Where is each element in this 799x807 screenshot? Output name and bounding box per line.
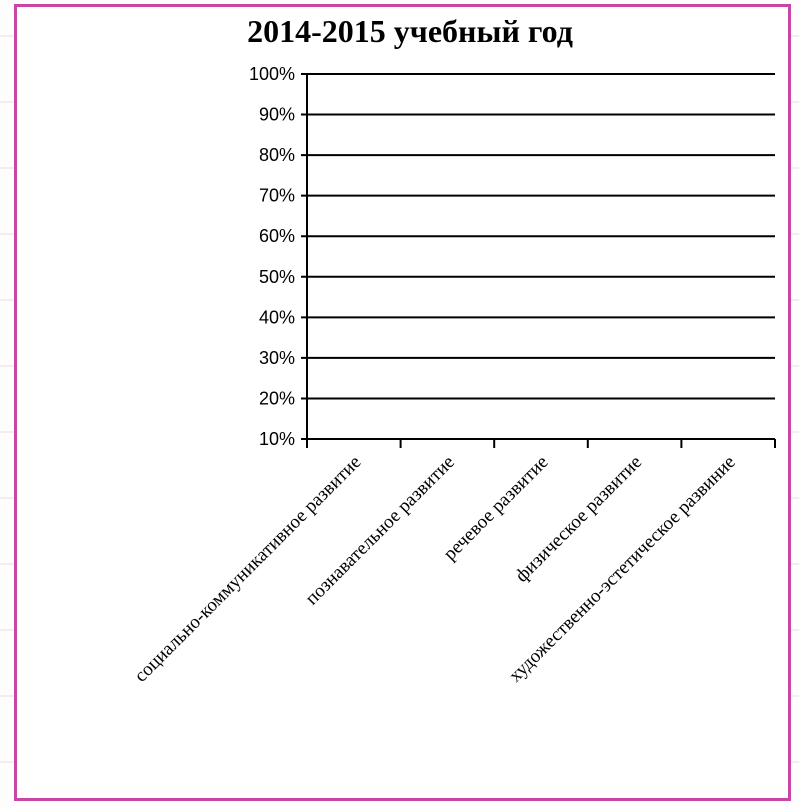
y-tick-label: 60% (259, 226, 295, 246)
chart-title: 2014-2015 учебный год (247, 13, 573, 49)
y-tick-label: 10% (259, 429, 295, 449)
x-category-label: познавательное развитие (301, 452, 459, 610)
gridlines (301, 73, 775, 440)
y-axis-tick-labels: 100% 90% 80% 70% 60% 50% 40% 30% 20% 10% (249, 64, 295, 449)
y-tick-label: 100% (249, 64, 295, 84)
y-tick-label: 90% (259, 105, 295, 125)
x-axis-category-labels: социально-коммуникативное развитиепознав… (130, 452, 739, 687)
chart-frame (14, 4, 791, 801)
y-tick-label: 70% (259, 186, 295, 206)
y-tick-label: 20% (259, 388, 295, 408)
y-tick-label: 30% (259, 348, 295, 368)
axes (306, 74, 776, 448)
y-tick-label: 80% (259, 145, 295, 165)
y-tick-label: 40% (259, 307, 295, 327)
y-tick-label: 50% (259, 267, 295, 287)
